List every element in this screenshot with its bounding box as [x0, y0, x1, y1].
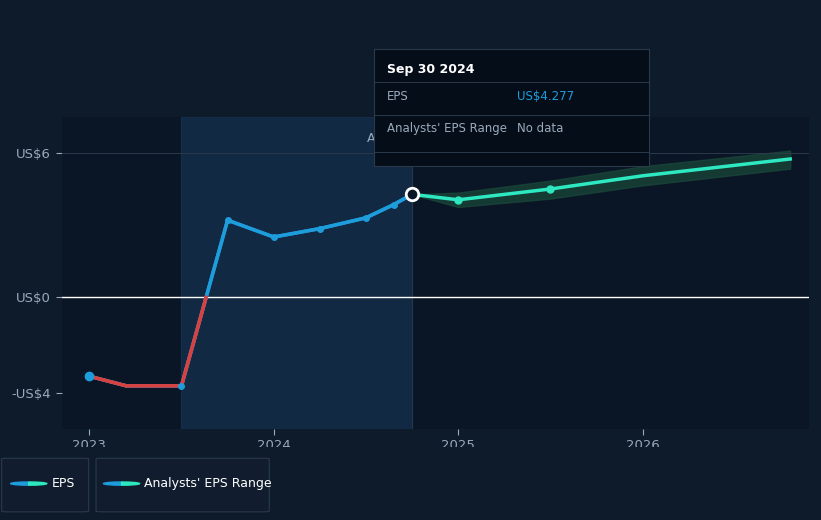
Text: Analysts' EPS Range: Analysts' EPS Range [388, 122, 507, 135]
Wedge shape [29, 482, 47, 485]
Text: No data: No data [516, 122, 563, 135]
Text: Actual: Actual [367, 132, 406, 145]
Wedge shape [103, 482, 122, 485]
Wedge shape [11, 482, 29, 485]
Text: US$4.277: US$4.277 [516, 90, 574, 103]
FancyBboxPatch shape [96, 458, 269, 512]
Text: EPS: EPS [52, 477, 75, 490]
Text: Analysts' EPS Range: Analysts' EPS Range [144, 477, 272, 490]
Bar [181, 117, 412, 429]
Text: Sep 30 2024: Sep 30 2024 [388, 63, 475, 76]
FancyBboxPatch shape [2, 458, 89, 512]
Wedge shape [122, 482, 140, 485]
Text: EPS: EPS [388, 90, 409, 103]
Text: Analysts Forecasts: Analysts Forecasts [421, 132, 538, 145]
